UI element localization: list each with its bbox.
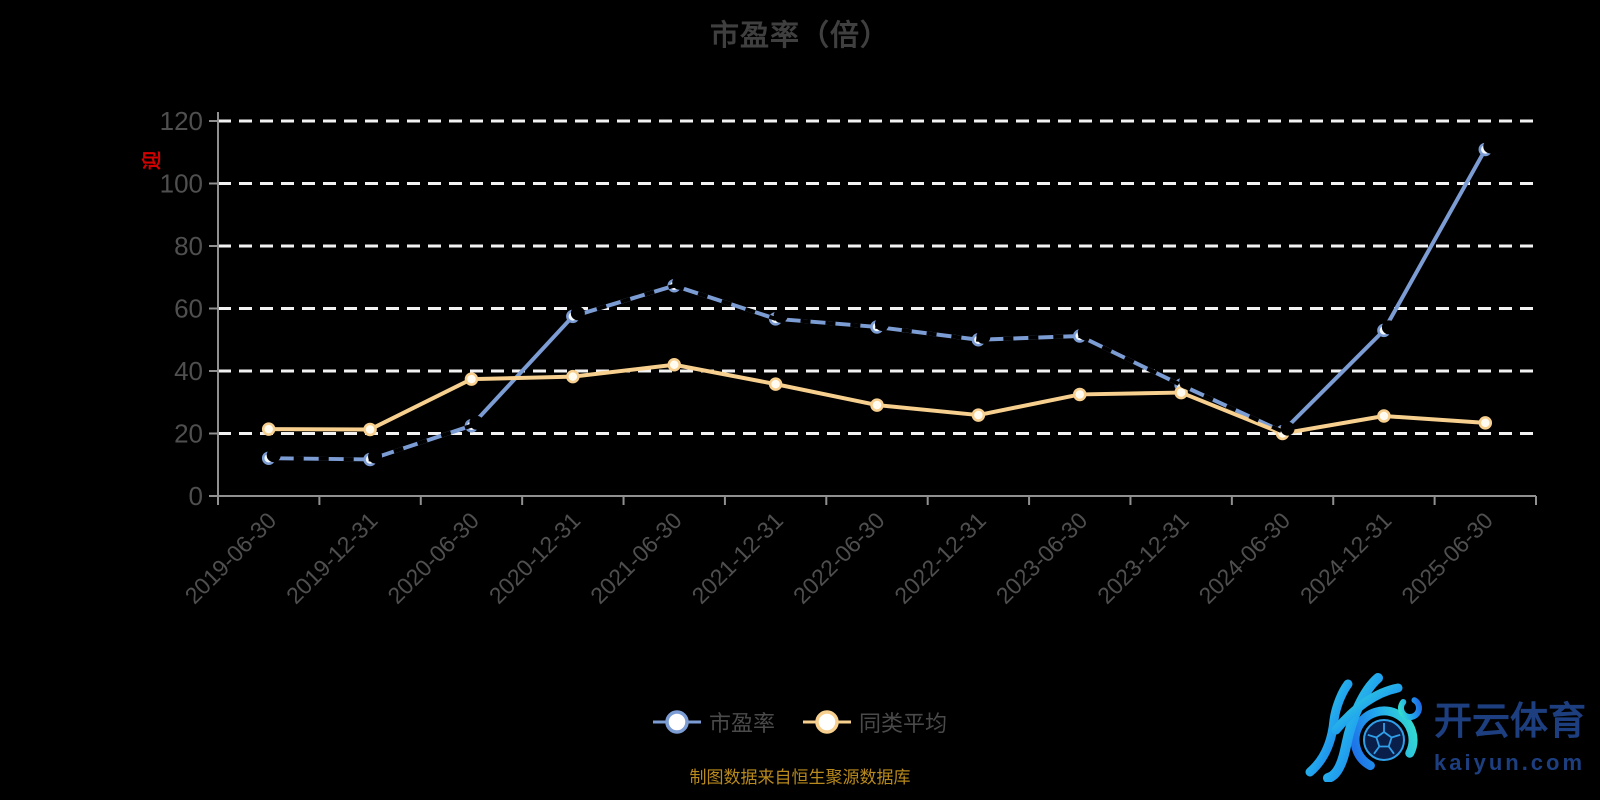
x-axis-label: 2021-12-31 bbox=[687, 507, 789, 609]
overlay-dash-segment bbox=[978, 334, 1080, 342]
data-point bbox=[768, 377, 783, 391]
data-point bbox=[971, 408, 986, 422]
kaiyun-logo-icon: 开云体育 kaiyun.com bbox=[1305, 673, 1586, 783]
data-point bbox=[363, 422, 377, 437]
overlay-dash-segment bbox=[369, 423, 473, 462]
data-point bbox=[566, 369, 580, 384]
overlay-marker bbox=[368, 449, 383, 464]
legend-label-peer-average: 同类平均 bbox=[859, 711, 948, 736]
overlay-dash-segment bbox=[673, 283, 777, 321]
data-point bbox=[1377, 409, 1391, 423]
svg-text:100: 100 bbox=[160, 169, 203, 199]
svg-text:0: 0 bbox=[189, 481, 203, 511]
x-axis-label: 2024-06-30 bbox=[1193, 507, 1295, 609]
chart-legend: 市盈率 同类平均 bbox=[0, 701, 1600, 743]
watermark-brand-domain: kaiyun.com bbox=[1434, 750, 1585, 775]
overlay-marker bbox=[266, 448, 281, 463]
pe-ratio-legend-marker-icon bbox=[652, 710, 701, 734]
overlay-dash-segment bbox=[1180, 383, 1284, 434]
overlay-marker bbox=[976, 329, 991, 344]
svg-text:80: 80 bbox=[174, 231, 203, 261]
data-point bbox=[464, 372, 479, 386]
kaiyun-k-swirl-logo bbox=[1305, 673, 1422, 783]
data-source-note: 制图数据来自恒生聚源数据库 bbox=[689, 768, 911, 787]
data-point bbox=[261, 422, 276, 436]
x-axis-label: 2022-06-30 bbox=[788, 507, 890, 609]
svg-text:20: 20 bbox=[174, 419, 203, 449]
x-axis-label: 2020-12-31 bbox=[484, 507, 586, 609]
x-axis-label: 2019-12-31 bbox=[281, 507, 383, 609]
overlay-dash-segment bbox=[572, 283, 675, 319]
legend-item-peer-average[interactable]: 同类平均 bbox=[803, 706, 947, 738]
x-axis-label: 2024-12-31 bbox=[1295, 507, 1397, 609]
overlay-marker bbox=[1077, 326, 1092, 340]
watermark-brand-name: 开云体育 bbox=[1434, 701, 1586, 743]
overlay-marker bbox=[1179, 375, 1194, 390]
overlay-dash-segment bbox=[775, 316, 878, 329]
chart-title: 市盈率（倍） bbox=[709, 20, 890, 52]
overlay-dash-segment bbox=[268, 456, 371, 462]
data-point bbox=[1478, 416, 1493, 430]
overlay-marker bbox=[1483, 139, 1498, 154]
series-line bbox=[266, 147, 1488, 462]
x-axis-label: 2020-06-30 bbox=[382, 507, 484, 609]
x-axis-label: 2021-06-30 bbox=[585, 507, 687, 609]
legend-label-pe-ratio: 市盈率 bbox=[708, 711, 775, 736]
overlay-marker bbox=[570, 306, 585, 321]
legend-item-pe-ratio[interactable]: 市盈率 bbox=[652, 706, 775, 738]
x-axis-label: 2025-06-30 bbox=[1396, 507, 1498, 609]
x-axis-label: 2022-12-31 bbox=[889, 507, 991, 609]
svg-text:120: 120 bbox=[160, 106, 203, 136]
overlay-marker bbox=[875, 316, 889, 331]
overlay-marker bbox=[1280, 421, 1295, 436]
peer-average-legend-marker-icon bbox=[803, 710, 851, 734]
kaiyun-watermark[interactable]: 开云体育 kaiyun.com bbox=[1288, 670, 1588, 783]
svg-text:40: 40 bbox=[174, 356, 203, 386]
x-axis-label: 2023-06-30 bbox=[991, 507, 1093, 609]
svg-text:60: 60 bbox=[174, 294, 203, 324]
overlay-marker bbox=[469, 415, 484, 430]
overlay-dash-segment bbox=[1078, 334, 1183, 387]
soccer-ball-icon bbox=[1363, 719, 1405, 761]
overlay-marker bbox=[773, 308, 788, 323]
data-point bbox=[870, 398, 884, 412]
data-point bbox=[1073, 387, 1087, 402]
data-point bbox=[667, 358, 681, 372]
overlay-dash-segment bbox=[876, 324, 979, 342]
x-axis-label: 2023-12-31 bbox=[1092, 507, 1194, 609]
x-axis-label: 2019-06-30 bbox=[180, 507, 282, 609]
overlay-marker bbox=[672, 275, 687, 290]
overlay-marker bbox=[1381, 320, 1396, 335]
